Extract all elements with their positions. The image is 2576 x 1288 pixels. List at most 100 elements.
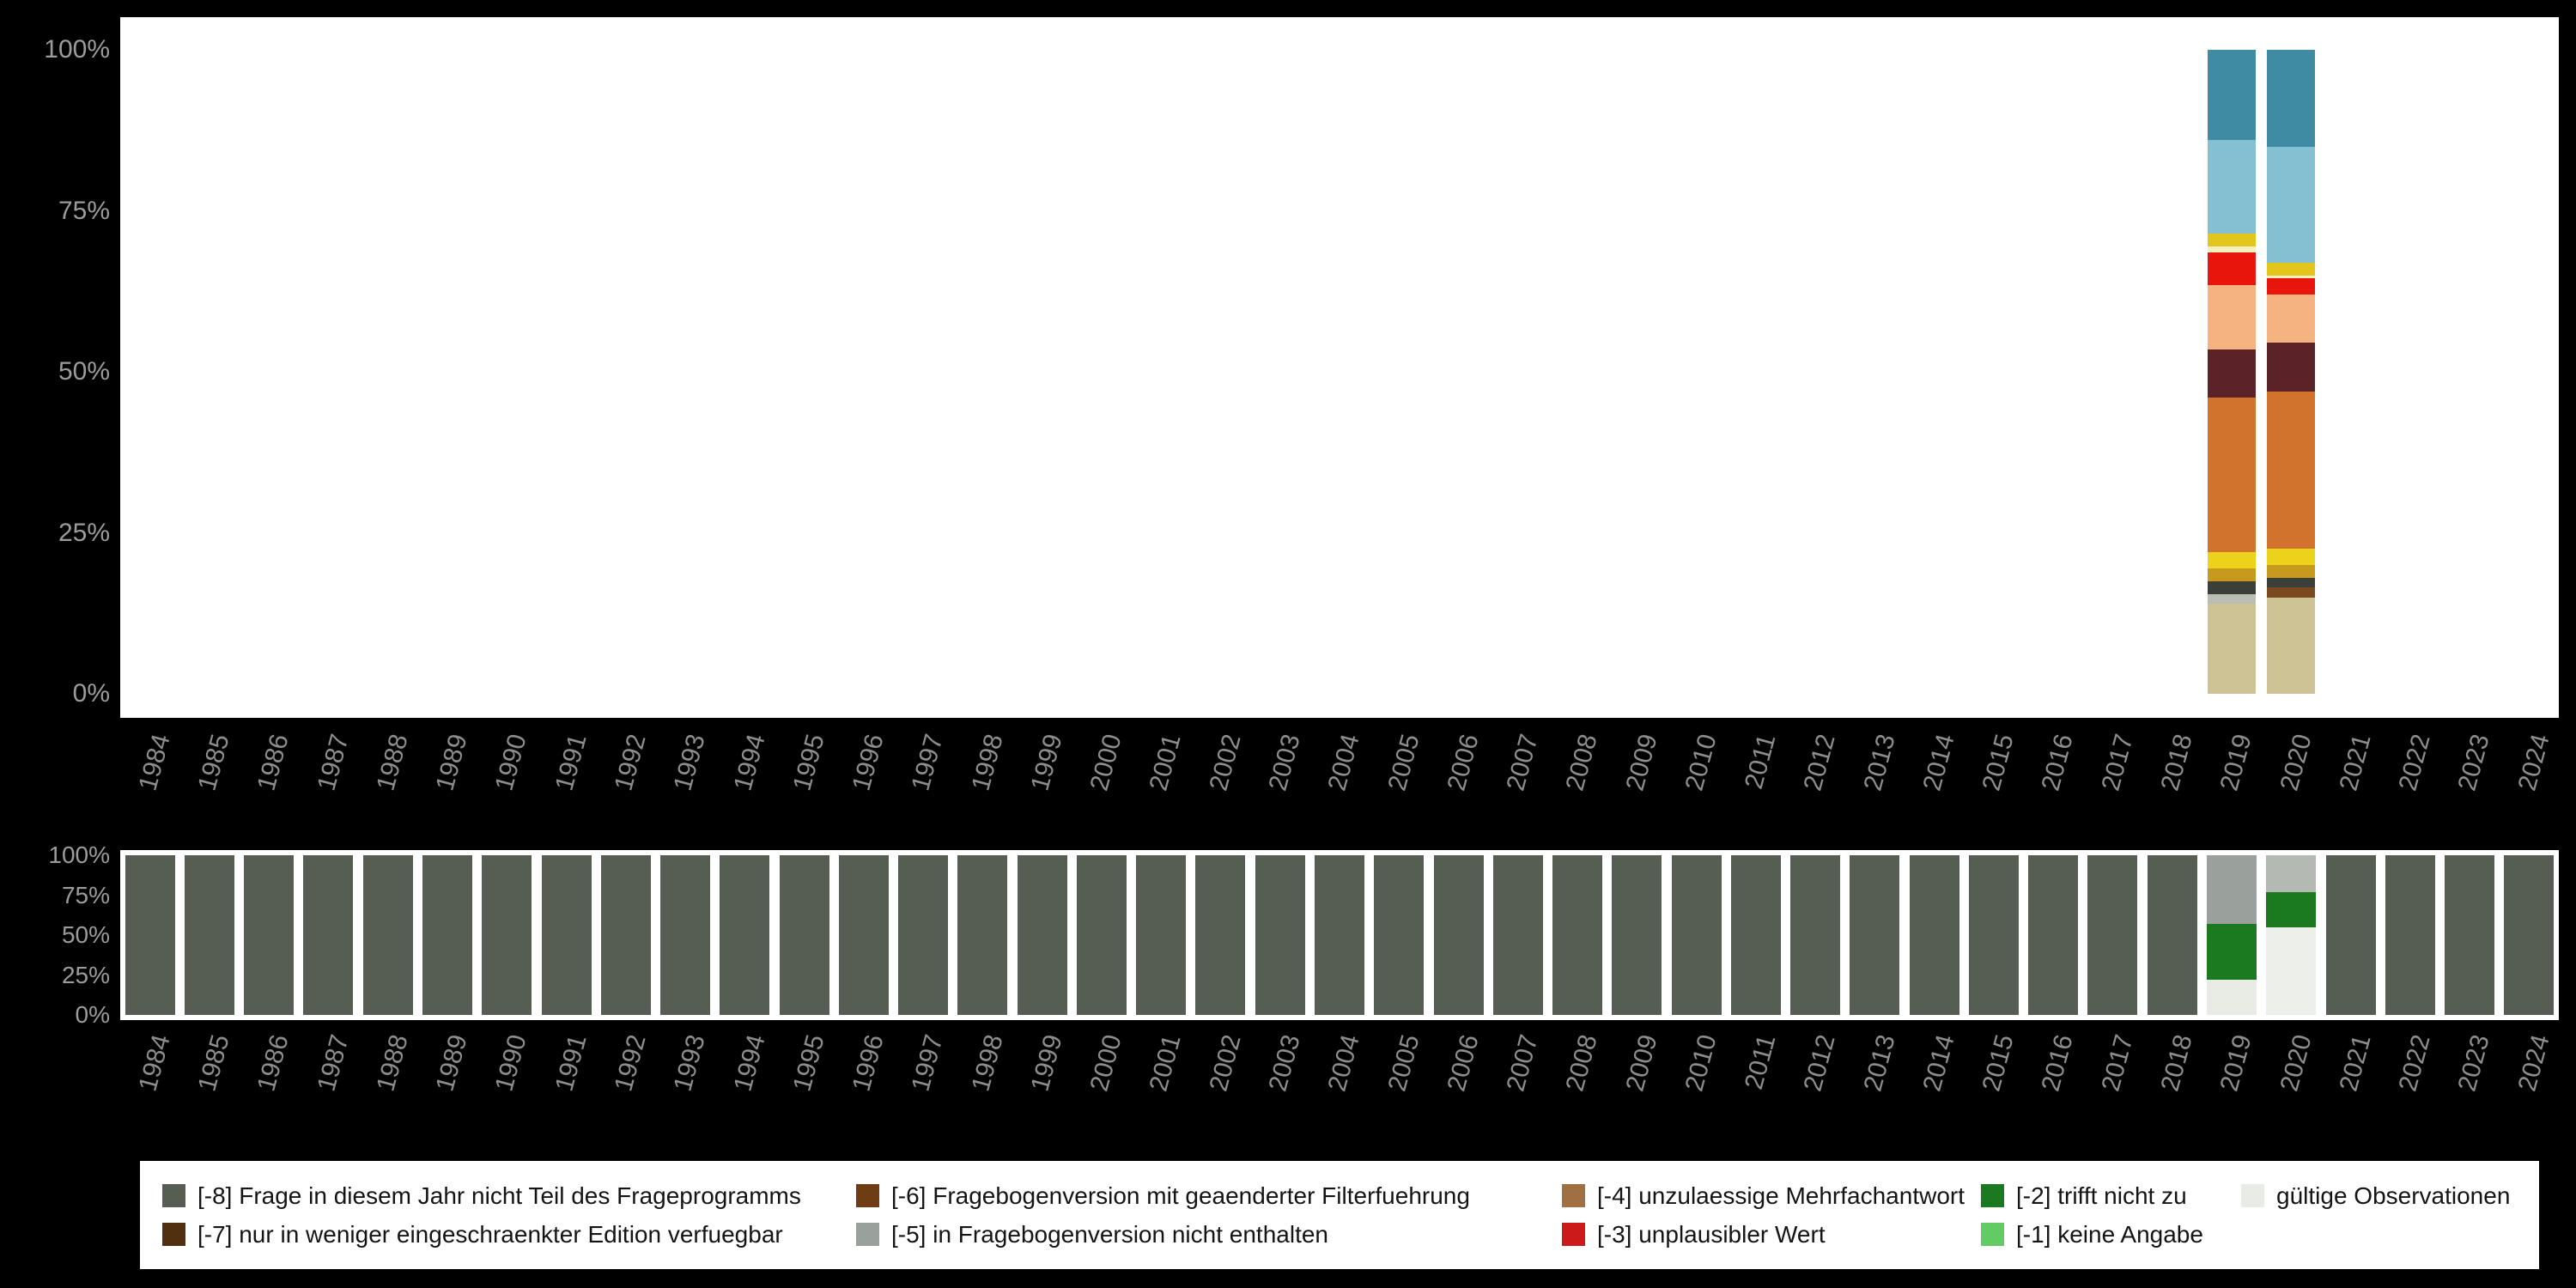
bar-segment: [2208, 568, 2257, 581]
bottom-chart-x-tick-label: 1998: [966, 1031, 1009, 1095]
bottom-bar-2005: [1374, 855, 1425, 1015]
bottom-bar-2004: [1315, 855, 1364, 1015]
bottom-chart-x-tick-label: 2000: [1084, 1031, 1127, 1095]
top-chart-x-tick-label: 2013: [1858, 731, 1901, 794]
bottom-y-tick-label: 100%: [48, 841, 110, 868]
bar-segment: [1076, 855, 1127, 1015]
bar-segment: [2208, 580, 2257, 594]
bar-segment: [1255, 855, 1305, 1015]
legend-item: [-1] keine Angabe: [1981, 1221, 2241, 1249]
bottom-chart-x-tick-label: 2013: [1858, 1031, 1901, 1095]
top-chart-x-tick-label: 1994: [728, 731, 771, 794]
bottom-chart-x-tick-label: 2002: [1204, 1031, 1247, 1095]
top-chart-x-tick-label: 1992: [609, 731, 652, 794]
legend-swatch: [1981, 1223, 2004, 1246]
bar-segment: [244, 855, 295, 1015]
legend-item: [-3] unplausibler Wert: [1562, 1221, 1981, 1249]
bottom-chart-x-tick-label: 2015: [1977, 1031, 2020, 1095]
bar-segment: [1136, 855, 1187, 1015]
bar-segment: [1552, 855, 1603, 1015]
bottom-chart-x-tick-label: 2010: [1680, 1031, 1722, 1095]
top-chart-x-tick-label: 2002: [1204, 731, 1247, 794]
bottom-chart-x-tick-label: 2007: [1501, 1031, 1544, 1095]
bottom-chart-x-tick-label: 2022: [2393, 1031, 2436, 1095]
bar-segment: [2267, 578, 2316, 588]
bar-segment: [2028, 855, 2079, 1015]
bottom-chart-x-tick-label: 2019: [2215, 1031, 2257, 1095]
bottom-bar-1998: [957, 855, 1008, 1015]
top-chart-x-tick-label: 2023: [2452, 731, 2496, 794]
bottom-chart-x-tick-label: 2017: [2096, 1031, 2139, 1095]
bar-segment: [2445, 855, 2495, 1015]
bar-segment: [2208, 233, 2257, 246]
bottom-chart-x-tick-label: 2016: [2037, 1031, 2080, 1095]
bottom-chart-x-tick-label: 2003: [1263, 1031, 1306, 1095]
bottom-bar-1986: [244, 855, 295, 1015]
bottom-chart-x-tick-label: 1990: [490, 1031, 533, 1095]
bottom-bar-2024: [2504, 855, 2555, 1015]
bottom-chart-x-tick-label: 2012: [1798, 1031, 1842, 1095]
bottom-bar-1991: [541, 855, 592, 1015]
bar-segment: [184, 855, 234, 1015]
legend-swatch: [162, 1223, 185, 1246]
bottom-bar-1993: [660, 855, 711, 1015]
bottom-bar-1984: [125, 855, 175, 1015]
bar-segment: [2208, 140, 2257, 234]
bar-segment: [600, 855, 651, 1015]
bar-segment: [1374, 855, 1425, 1015]
bottom-bar-2003: [1255, 855, 1305, 1015]
bottom-bar-2023: [2445, 855, 2495, 1015]
bar-segment: [2208, 50, 2257, 140]
bottom-bar-1989: [422, 855, 472, 1015]
legend-label: [-2] trifft nicht zu: [2016, 1182, 2187, 1209]
bottom-chart-x-tick-label: 1999: [1025, 1031, 1068, 1095]
bottom-chart-x-tick-label: 1987: [312, 1031, 355, 1095]
top-chart-x-tick-label: 2001: [1144, 731, 1188, 794]
bar-segment: [1612, 855, 1662, 1015]
top-chart-x-tick-label: 2011: [1740, 731, 1782, 793]
bottom-bar-1997: [898, 855, 949, 1015]
bottom-bar-2021: [2325, 855, 2376, 1015]
top-chart-x-tick-label: 2024: [2512, 731, 2555, 794]
top-bar-2020: [2267, 50, 2316, 694]
bar-segment: [2147, 855, 2197, 1015]
bar-segment: [2208, 349, 2257, 398]
bottom-bar-2006: [1433, 855, 1484, 1015]
legend-label: [-7] nur in weniger eingeschraenkter Edi…: [197, 1220, 783, 1248]
bottom-bar-2013: [1850, 855, 1900, 1015]
bar-segment: [1017, 855, 1067, 1015]
bottom-y-tick-label: 25%: [61, 961, 110, 988]
bar-segment: [2267, 343, 2316, 392]
bar-segment: [2267, 50, 2316, 147]
bottom-chart-x-tick-label: 2011: [1740, 1031, 1782, 1093]
bottom-bar-2011: [1730, 855, 1781, 1015]
top-chart-x-tick-label: 1996: [847, 731, 890, 794]
bar-segment: [957, 855, 1008, 1015]
bottom-chart-x-tick-label: 2006: [1442, 1031, 1485, 1095]
bottom-chart-x-tick-label: 2004: [1322, 1031, 1365, 1095]
bottom-bar-1994: [720, 855, 770, 1015]
top-chart-x-tick-label: 2020: [2275, 731, 2318, 794]
bar-segment: [1790, 855, 1841, 1015]
top-chart-x-tick-label: 1990: [490, 731, 533, 794]
bar-segment: [2385, 855, 2435, 1015]
bar-segment: [1968, 855, 2019, 1015]
bottom-chart-x-tick-label: 1993: [668, 1031, 711, 1095]
top-chart-x-tick-label: 2005: [1382, 731, 1425, 794]
legend-item: [-2] trifft nicht zu: [1981, 1182, 2241, 1210]
legend-item: [-4] unzulaessige Mehrfachantwort: [1562, 1182, 1981, 1210]
bar-segment: [2207, 855, 2257, 924]
legend-swatch: [162, 1184, 185, 1207]
bar-segment: [2207, 980, 2257, 1015]
top-chart-x-tick-label: 1993: [668, 731, 711, 794]
top-chart-x-tick-label: 1999: [1025, 731, 1068, 794]
legend: [-8] Frage in diesem Jahr nicht Teil des…: [140, 1161, 2539, 1269]
bottom-bar-1995: [779, 855, 829, 1015]
bar-segment: [2266, 891, 2317, 927]
legend-label: [-4] unzulaessige Mehrfachantwort: [1597, 1182, 1965, 1209]
bottom-bar-2009: [1612, 855, 1662, 1015]
top-y-tick-label: 25%: [58, 518, 110, 547]
bottom-chart-x-tick-label: 2014: [1917, 1031, 1960, 1095]
bar-segment: [303, 855, 354, 1015]
bar-segment: [2208, 552, 2257, 568]
